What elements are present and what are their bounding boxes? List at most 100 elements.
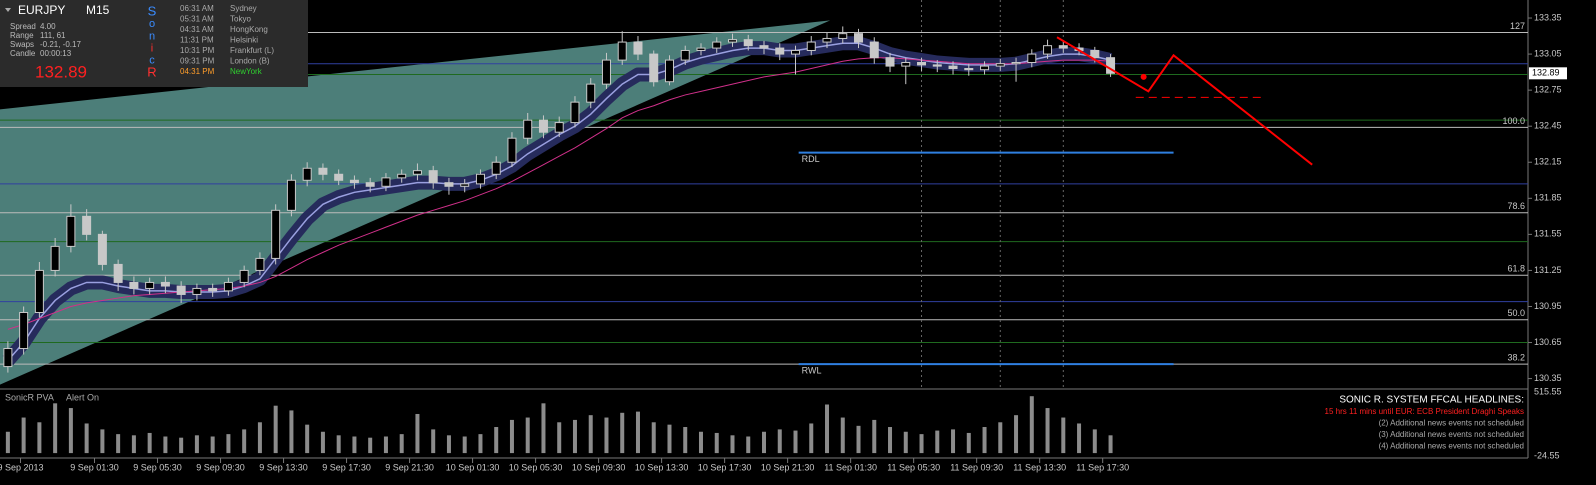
volume-bar: [1061, 417, 1066, 454]
timeframe: M15: [86, 3, 110, 17]
candle-body: [412, 170, 422, 175]
x-tick-label: 10 Sep 01:30: [446, 462, 500, 472]
x-tick-label: 11 Sep 09:30: [950, 462, 1003, 472]
volume-bar: [1029, 396, 1034, 454]
info-label: Range: [10, 31, 34, 40]
candle-body: [223, 281, 233, 292]
volume-bar: [903, 431, 908, 454]
volume-bar: [179, 437, 184, 454]
volume-bar: [572, 419, 577, 454]
candle-body: [570, 101, 580, 124]
candle-body: [3, 348, 13, 368]
headline: (4) Additional news events not scheduled: [1379, 442, 1524, 451]
candle-body: [696, 47, 706, 51]
volume-status: Alert On: [66, 392, 99, 402]
volume-bar: [509, 419, 514, 454]
info-label: Candle: [10, 49, 36, 58]
volume-tick-label: 515.55: [1534, 386, 1562, 396]
volume-bar: [37, 422, 42, 454]
session-city: Frankfurt (L): [230, 46, 274, 55]
logo-letter: c: [149, 55, 155, 67]
volume-bar: [935, 430, 940, 454]
candle-body: [885, 57, 895, 67]
volume-bar: [825, 404, 830, 454]
session-time: 04:31 AM: [180, 25, 214, 34]
x-tick-label: 9 Sep 01:30: [70, 462, 119, 472]
candle-body: [759, 45, 769, 49]
volume-bar: [919, 434, 924, 454]
y-tick-label: 132.75: [1534, 85, 1562, 95]
volume-bar: [289, 410, 294, 454]
volume-bar: [777, 429, 782, 454]
volume-bar: [446, 435, 451, 454]
volume-bar: [714, 432, 719, 454]
headline: (3) Additional news events not scheduled: [1379, 430, 1524, 439]
volume-bar: [730, 435, 735, 454]
volume-bar: [966, 432, 971, 454]
candle-body: [806, 41, 816, 51]
volume-title: SonicR PVA: [5, 392, 54, 402]
candle-body: [460, 183, 470, 187]
candle-body: [475, 173, 485, 185]
x-tick-label: 11 Sep 13:30: [1013, 462, 1066, 472]
volume-bar: [872, 419, 877, 454]
volume-bar: [336, 435, 341, 454]
volume-tick-label: -24.55: [1534, 450, 1560, 460]
session-city: London (B): [230, 57, 270, 66]
y-tick-label: 131.55: [1534, 229, 1562, 239]
candle-body: [854, 33, 864, 43]
candle-body: [995, 63, 1005, 67]
candle-body: [444, 182, 454, 187]
headline: (2) Additional news events not scheduled: [1379, 419, 1524, 428]
session-time: 05:31 AM: [180, 15, 214, 24]
volume-bar: [163, 436, 168, 454]
volume-bar: [1014, 415, 1019, 454]
x-tick-label: 9 Sep 21:30: [385, 462, 434, 472]
volume-bar: [982, 427, 987, 454]
x-tick-label: 9 Sep 13:30: [259, 462, 308, 472]
volume-bar: [1077, 423, 1082, 454]
candle-body: [113, 263, 123, 283]
session-city: HongKong: [230, 25, 268, 34]
candle-body: [727, 39, 737, 43]
volume-bar: [352, 436, 357, 454]
logo-letter: R: [147, 64, 156, 79]
volume-bar: [415, 413, 420, 454]
x-tick-label: 11 Sep 17:30: [1076, 462, 1129, 472]
volume-bar: [1108, 435, 1113, 454]
candle-body: [255, 257, 265, 271]
volume-bar: [683, 427, 688, 454]
candle-body: [97, 233, 107, 265]
candle-body: [208, 287, 218, 292]
headlines-title: SONIC R. SYSTEM FFCAL HEADLINES:: [1339, 395, 1524, 406]
candle-body: [791, 49, 801, 55]
logo-letter: S: [148, 3, 157, 18]
candle-body: [428, 170, 438, 184]
y-tick-label: 130.65: [1534, 337, 1562, 347]
volume-bar: [478, 434, 483, 454]
x-tick-label: 10 Sep 09:30: [572, 462, 626, 472]
info-label: Swaps: [10, 40, 34, 49]
symbol: EURJPY: [18, 3, 65, 17]
candle-body: [365, 182, 375, 187]
volume-bar: [320, 431, 325, 454]
session-city: Helsinki: [230, 36, 258, 45]
volume-bar: [620, 412, 625, 454]
candle-body: [869, 41, 879, 59]
x-tick-label: 9 Sep 05:30: [133, 462, 182, 472]
y-tick-label: 132.45: [1534, 121, 1562, 131]
volume-bar: [194, 435, 199, 454]
volume-bar: [68, 408, 73, 454]
y-tick-label: 131.25: [1534, 265, 1562, 275]
y-tick-label: 133.35: [1534, 12, 1562, 22]
fib-label: 100.0: [1502, 116, 1525, 126]
y-tick-label: 133.05: [1534, 48, 1562, 58]
fib-label: 50.0: [1507, 308, 1525, 318]
candle-body: [286, 179, 296, 211]
session-time: 09:31 PM: [180, 57, 215, 66]
volume-bar: [557, 422, 562, 454]
volume-bar: [651, 422, 656, 454]
volume-bar: [541, 403, 546, 454]
fib-label: 78.6: [1507, 201, 1525, 211]
